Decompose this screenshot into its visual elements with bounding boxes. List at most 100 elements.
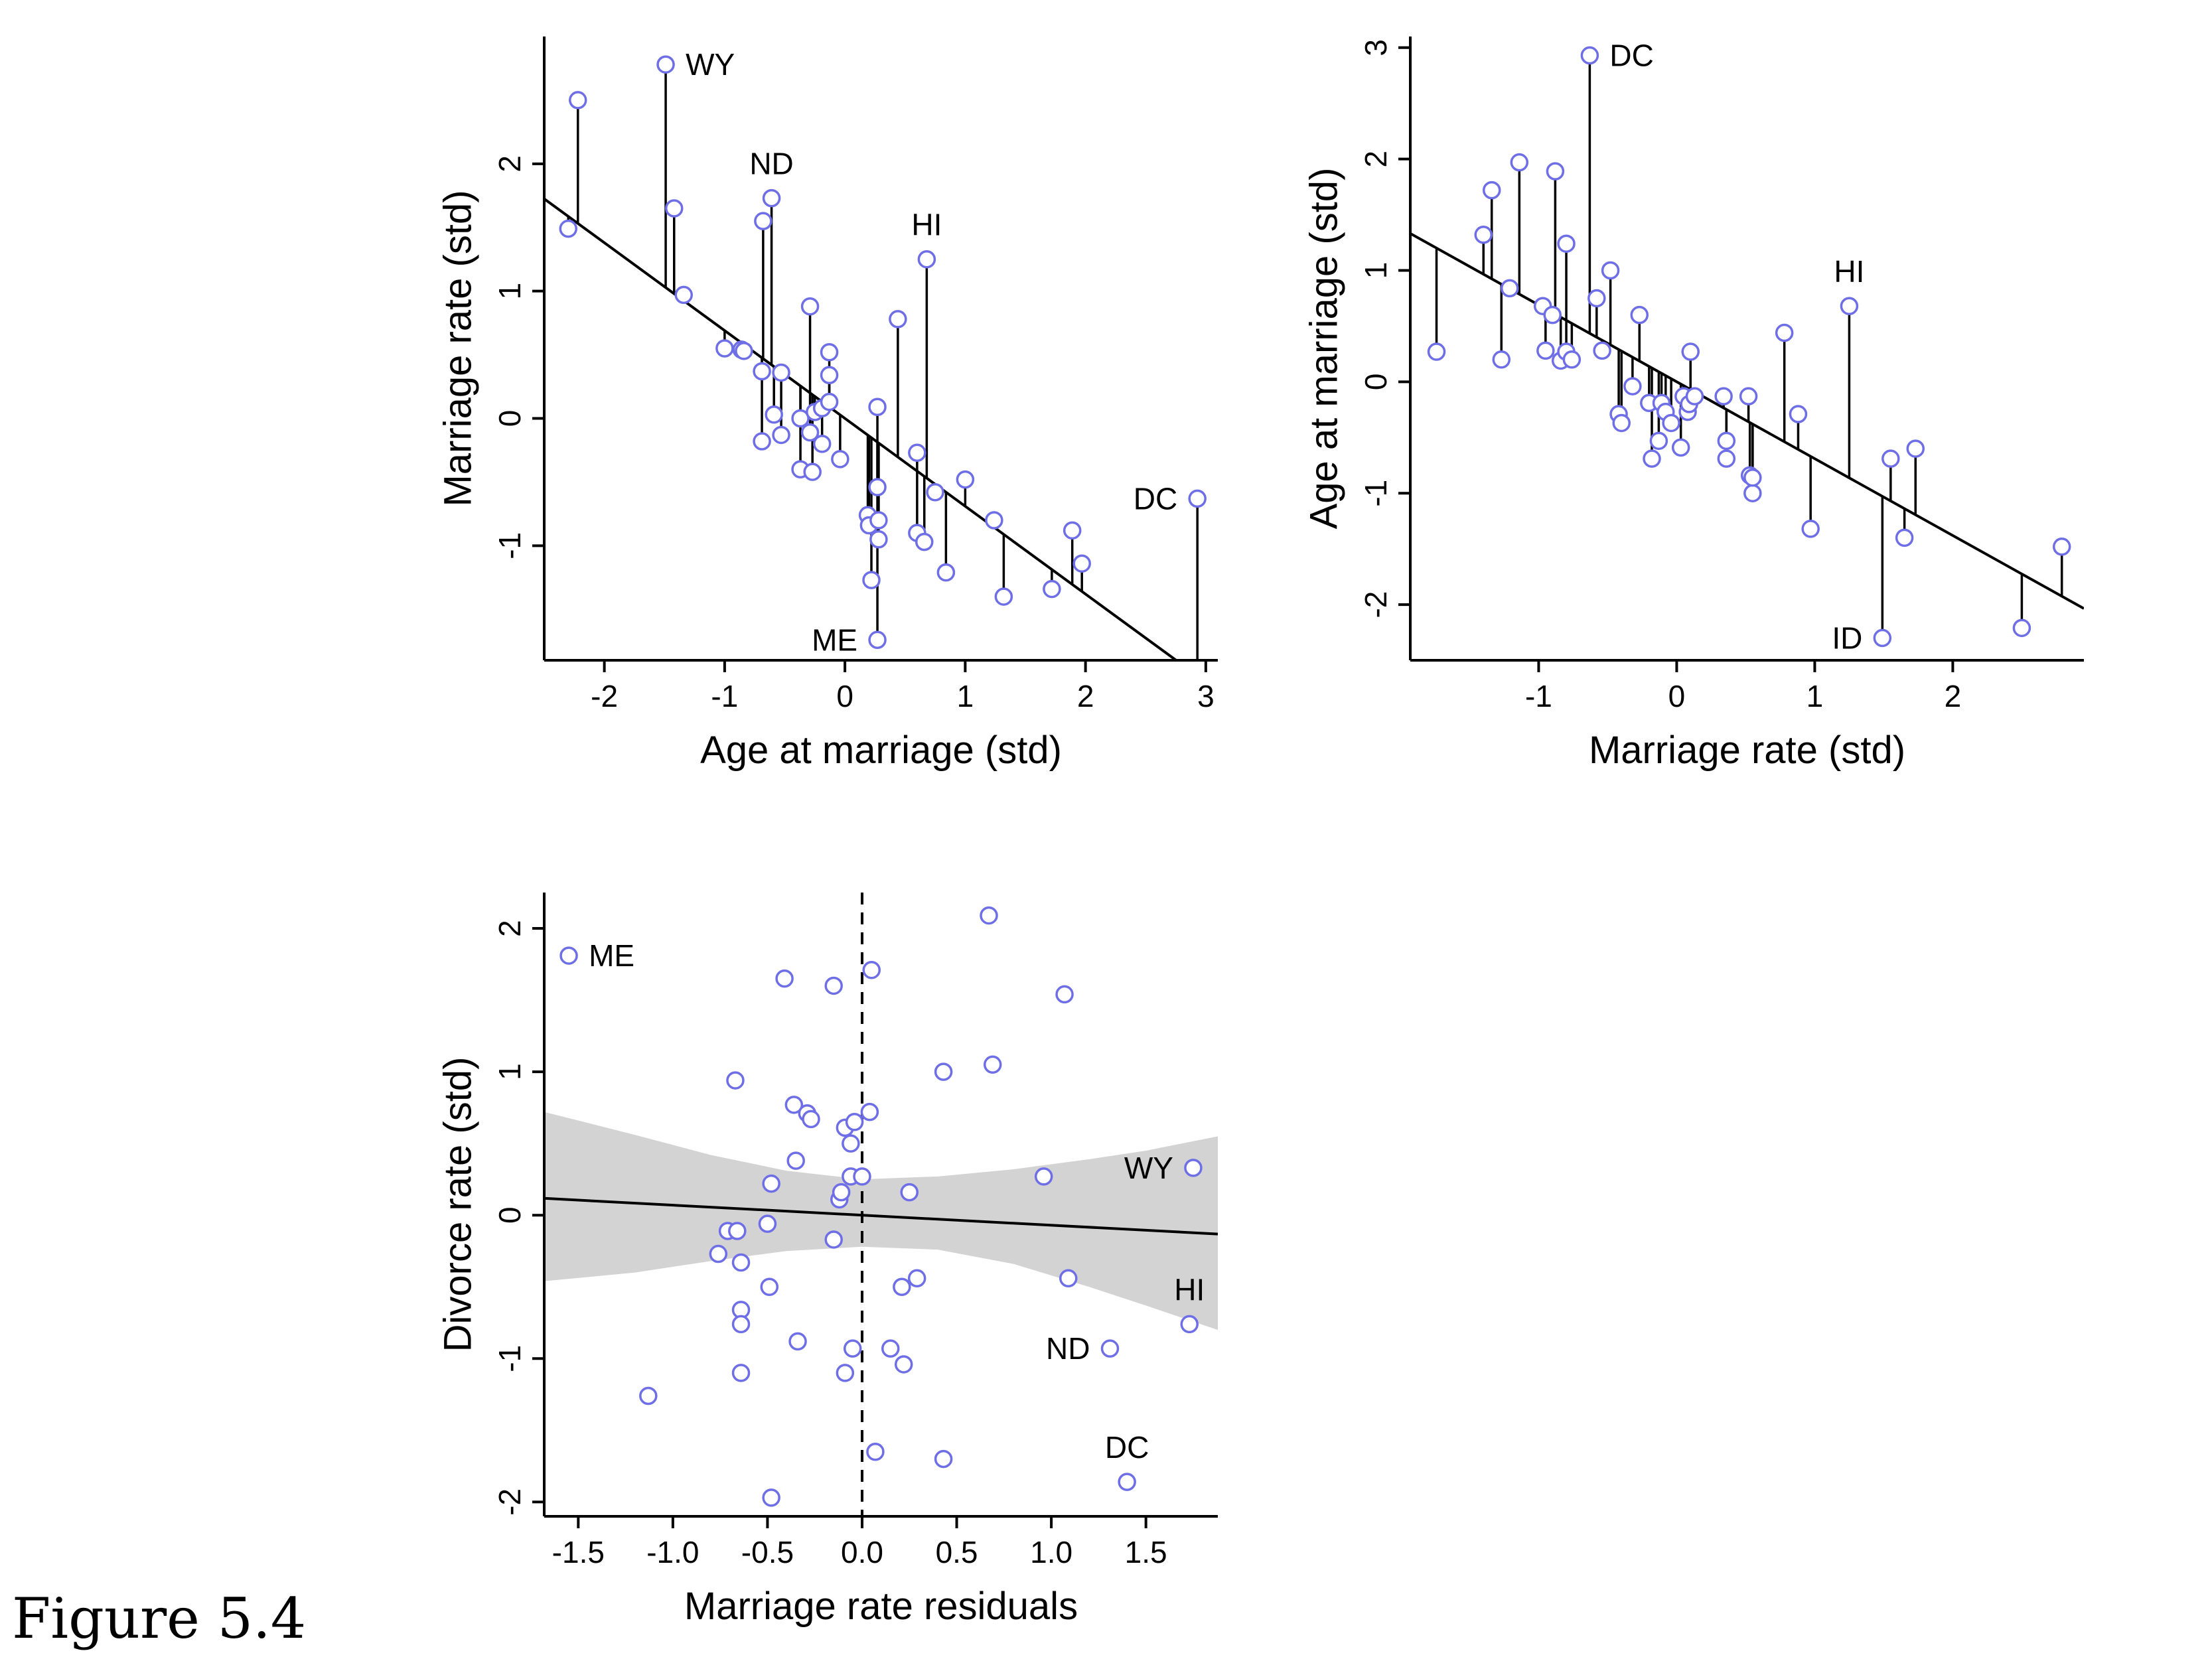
point-label: HI [1174,1272,1205,1307]
data-point [812,435,832,453]
data-point [868,397,887,416]
y-axis-label: Marriage rate (std) [437,190,480,506]
data-point [784,1096,804,1114]
point-label: HI [1834,254,1864,289]
y-axis-label: Age at marriage (std) [1303,168,1346,530]
y-tick-label: -1 [492,532,527,559]
x-tick-label: 1 [957,679,974,713]
y-tick-label: 1 [492,283,527,300]
data-point [889,310,907,328]
data-point [1546,162,1565,180]
data-point [800,297,820,316]
data-point [559,946,578,965]
data-point [753,432,771,451]
data-point [1801,520,1820,538]
data-point [820,366,839,385]
data-point [869,511,888,530]
data-point [1100,1339,1120,1358]
y-tick-label: 1 [1359,262,1393,279]
x-tick-label: 1 [1806,679,1824,713]
data-point [1063,521,1082,540]
data-point [1118,1473,1136,1491]
x-tick-label: -2 [591,679,618,713]
data-point [1775,323,1794,342]
data-point [788,1332,807,1351]
data-point [559,219,577,238]
data-point [1059,1269,1078,1288]
data-point [1623,377,1642,396]
plot-area [1410,46,2084,648]
data-point [983,1055,1002,1074]
data-point [820,343,839,362]
data-point [715,339,734,358]
data-point [1562,350,1582,369]
data-point [735,342,753,360]
data-point [674,285,693,305]
data-point [1055,985,1074,1004]
x-tick-label: 0.0 [841,1535,883,1569]
data-point [824,976,843,995]
data-point [1492,350,1511,369]
y-tick-label: 0 [1359,374,1393,391]
data-point [1873,628,1892,648]
data-point [936,563,956,582]
data-point [934,1449,953,1469]
data-point [869,530,888,549]
data-point [1717,449,1736,468]
data-point [926,483,944,502]
data-point [726,1071,745,1090]
chart-panel-1: -2 -1 0 1 2 3 -1 0 1 2 Age at marriage (std) Marria… [437,36,1218,772]
x-tick-label: 3 [1197,679,1215,713]
data-point [824,1230,843,1249]
data-point [845,1112,864,1131]
y-tick-label: -2 [1359,591,1393,618]
data-point [728,1222,747,1240]
data-point [772,363,790,382]
y-tick-label: 2 [492,920,527,937]
confidence-band [544,1112,1218,1331]
data-point [2012,618,2031,638]
data-point [731,1315,751,1334]
data-point [1612,413,1631,433]
point-label: ND [749,147,793,181]
data-point [842,1134,860,1153]
data-point [980,906,998,925]
point-label: WY [1124,1151,1173,1185]
y-tick-label: -1 [1359,480,1393,507]
data-point [868,630,887,650]
data-point [1474,226,1493,244]
data-point [862,571,881,589]
data-point [881,1339,900,1358]
data-point [985,511,1003,530]
data-point [1180,1315,1199,1334]
plot-area [544,55,1207,660]
regression-line [1410,232,2084,610]
y-tick-label: 2 [492,155,527,173]
data-point [1881,449,1900,468]
data-point [802,1110,820,1129]
data-point [775,969,794,988]
data-point [1580,46,1599,65]
data-point [1043,579,1061,599]
data-point [832,1183,851,1202]
data-point [762,1488,780,1507]
point-label: DC [1134,481,1177,516]
data-point [709,1244,728,1263]
y-axis-label: Divorce rate (std) [437,1057,480,1352]
data-point [1184,1159,1203,1177]
x-tick-label: -1 [1525,679,1552,713]
data-point [1739,387,1758,405]
figure-caption: Figure 5.4 [12,1586,307,1651]
data-point [1543,305,1562,325]
data-point [1840,297,1859,315]
data-point [1685,387,1704,405]
y-tick-label: 1 [492,1063,527,1080]
x-axis-label: Marriage rate residuals [684,1585,1078,1628]
data-point [907,1269,926,1288]
y-tick-label: -1 [492,1345,527,1372]
data-point [831,450,849,469]
data-point [754,212,773,230]
data-point [762,1174,780,1193]
data-point [1743,468,1762,487]
